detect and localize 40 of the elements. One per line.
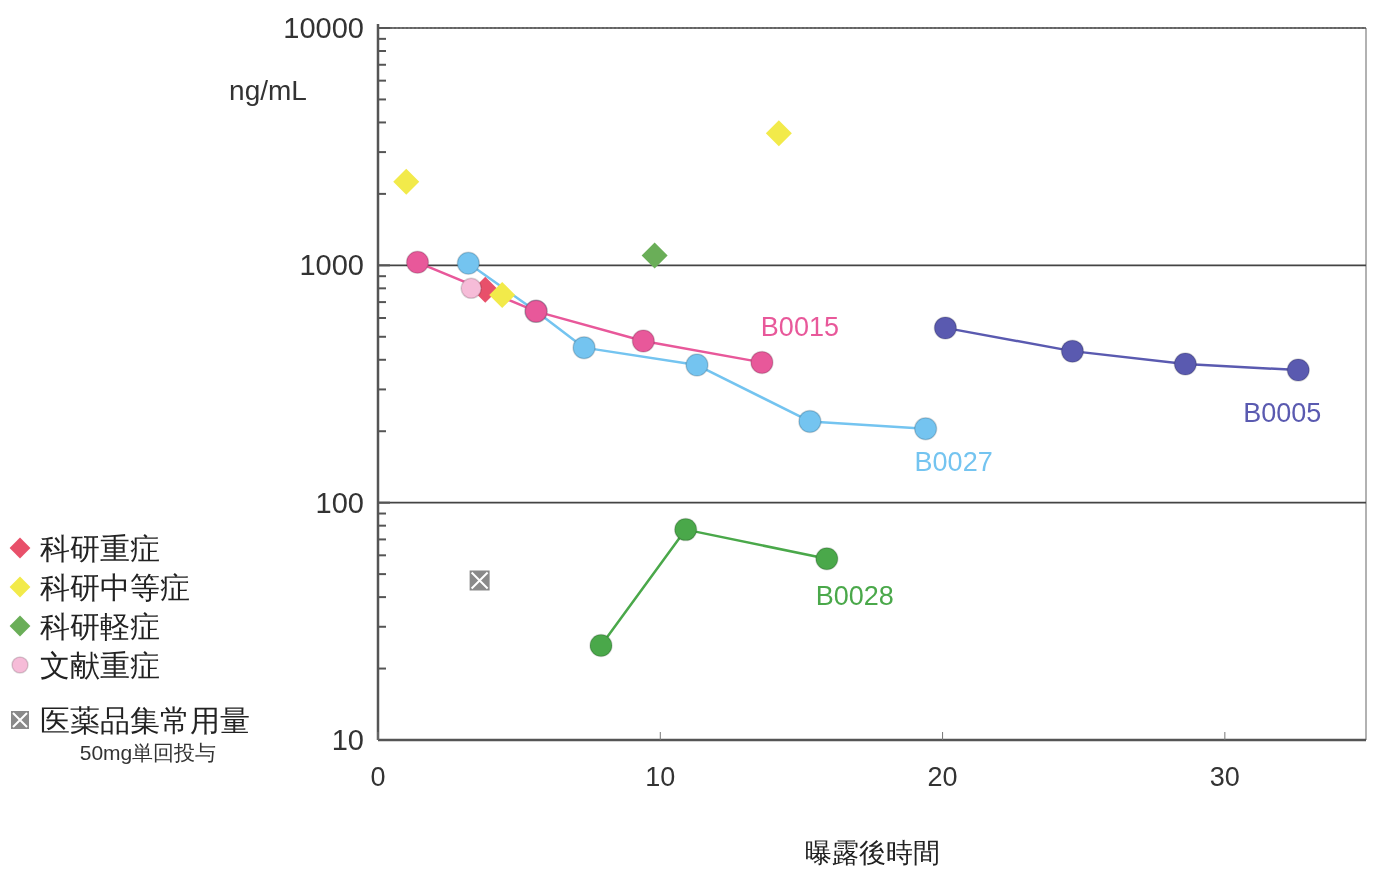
text: 50mg単回投与 — [79, 741, 217, 764]
point — [685, 353, 709, 377]
x-tick-label: 20 — [927, 762, 958, 792]
legend-label: 科研軽症 — [40, 610, 160, 643]
point — [765, 120, 792, 147]
point — [1286, 358, 1310, 382]
series-label: B0015 — [760, 312, 839, 343]
point — [393, 168, 420, 195]
y-axis-title: ng/mL — [229, 75, 307, 106]
x-tick-label: 30 — [1209, 762, 1240, 792]
x-tick-label: 10 — [645, 762, 676, 792]
y-tick-label: 10 — [331, 724, 364, 756]
series-label: B0005 — [1243, 398, 1322, 429]
point — [405, 250, 430, 275]
series-label: B0027 — [914, 446, 993, 477]
point — [798, 409, 822, 434]
point — [1173, 352, 1198, 376]
point — [750, 350, 774, 375]
point — [815, 547, 839, 571]
legend-label: 文献重症 — [40, 649, 160, 682]
y-tick-label: 10000 — [283, 12, 364, 44]
legend-label: 医薬品集常用量 — [40, 704, 250, 737]
y-tick-label: 1000 — [299, 249, 364, 282]
point — [460, 277, 482, 300]
point — [456, 251, 481, 276]
point — [913, 416, 938, 441]
point — [489, 281, 516, 308]
x-axis-title: 曝露後時間 — [804, 838, 940, 868]
y-tick-label: 100 — [315, 486, 364, 519]
point — [673, 517, 698, 542]
point — [589, 633, 613, 658]
legend-label: 科研重症 — [40, 532, 160, 565]
legend-label: 科研中等症 — [40, 571, 190, 604]
point — [631, 329, 656, 353]
point — [1060, 339, 1085, 363]
point — [572, 335, 596, 360]
series-label: B0028 — [815, 580, 894, 611]
point — [641, 242, 668, 269]
point — [933, 316, 958, 340]
x-tick-label: 0 — [370, 762, 386, 792]
